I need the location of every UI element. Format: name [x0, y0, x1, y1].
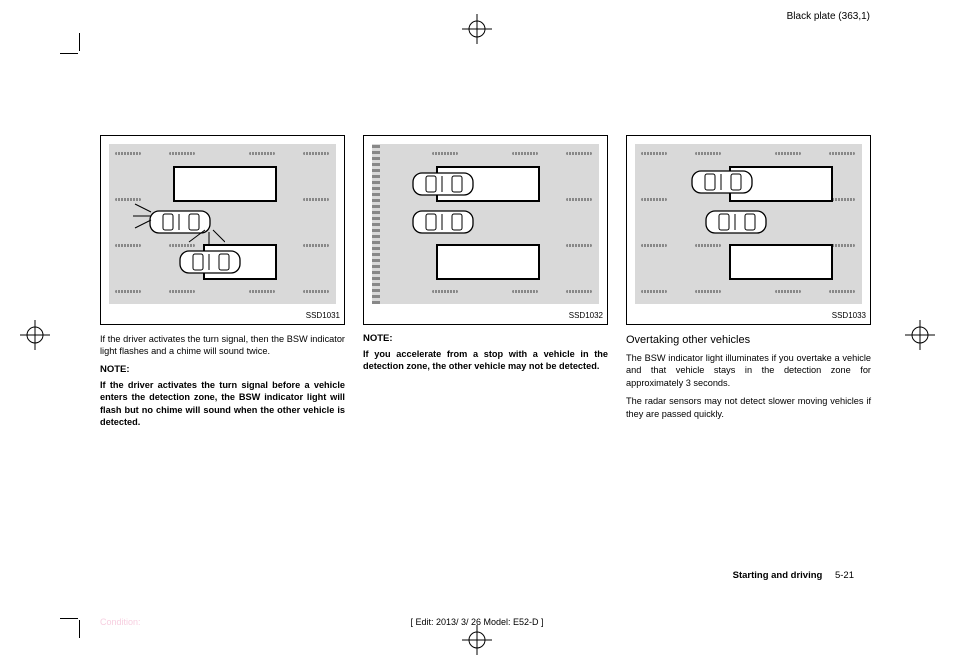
figure-right: SSD1033: [626, 135, 871, 325]
column-middle: SSD1032 NOTE: If you accelerate from a s…: [363, 135, 608, 428]
reg-left-icon: [20, 320, 50, 350]
figure-middle-ref: SSD1032: [569, 311, 603, 322]
reg-right-icon: [905, 320, 935, 350]
zone-lower-r: [729, 244, 833, 280]
footer-section: Starting and driving 5-21: [733, 570, 854, 581]
footer-section-label: Starting and driving: [733, 570, 823, 581]
mid-note-label: NOTE:: [363, 333, 608, 346]
figure-middle: SSD1032: [363, 135, 608, 325]
figure-left-ref: SSD1031: [306, 311, 340, 322]
zone-lower-m: [436, 244, 540, 280]
barrier: [372, 144, 380, 304]
car-other: [179, 248, 245, 276]
figure-left: SSD1031: [100, 135, 345, 325]
plate-label: Black plate (363,1): [787, 11, 870, 22]
figure-right-ref: SSD1033: [832, 311, 866, 322]
car-other-r: [691, 168, 757, 196]
left-paragraph-1: If the driver activates the turn signal,…: [100, 333, 345, 358]
car-other-m: [412, 170, 478, 198]
signal-beams-icon: [131, 202, 225, 244]
footer-page-number: 5-21: [835, 570, 854, 581]
column-right: SSD1033 Overtaking other vehicles The BS…: [626, 135, 871, 428]
reg-bottom-icon: [462, 625, 492, 655]
crop-top-left-h: [60, 53, 78, 54]
left-note-body: If the driver activates the turn signal …: [100, 379, 345, 429]
left-note-label: NOTE:: [100, 364, 345, 377]
right-paragraph-2: The radar sensors may not detect slower …: [626, 395, 871, 420]
figure-right-scene: [635, 144, 862, 304]
figure-middle-scene: [372, 144, 599, 304]
column-left: SSD1031 If the driver activates the turn…: [100, 135, 345, 428]
car-ego-m: [412, 208, 478, 236]
figure-left-scene: [109, 144, 336, 304]
reg-top-icon: [462, 14, 492, 44]
right-heading: Overtaking other vehicles: [626, 333, 871, 348]
mid-note-body: If you accelerate from a stop with a veh…: [363, 348, 608, 373]
footer-condition: Condition:: [100, 617, 141, 627]
footer-edit-line: [ Edit: 2013/ 3/ 26 Model: E52-D ]: [0, 617, 954, 627]
crop-top-left-v: [79, 33, 80, 51]
columns: SSD1031 If the driver activates the turn…: [100, 135, 870, 428]
zone-upper: [173, 166, 277, 202]
car-ego-r: [705, 208, 771, 236]
right-paragraph-1: The BSW indicator light illuminates if y…: [626, 352, 871, 389]
